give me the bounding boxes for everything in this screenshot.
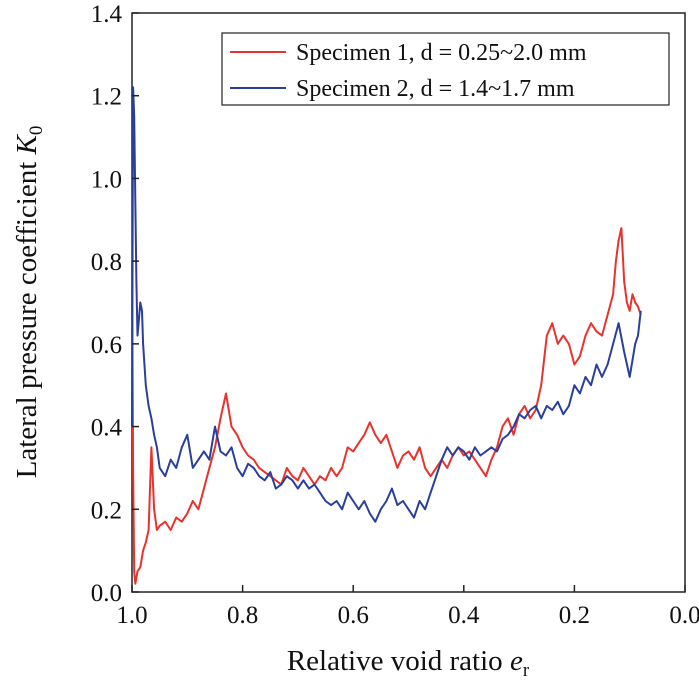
legend: Specimen 1, d = 0.25~2.0 mm Specimen 2, …	[221, 32, 670, 106]
y-tick-label: 0.8	[91, 249, 122, 276]
y-tick-label: 1.2	[91, 84, 122, 111]
x-tick-label: 0.8	[227, 602, 258, 629]
legend-label-specimen-1: Specimen 1, d = 0.25~2.0 mm	[296, 40, 587, 66]
series-line-specimen-1	[131, 227, 642, 585]
legend-box	[221, 32, 670, 106]
y-tick-label: 0.4	[91, 415, 123, 442]
legend-label-specimen-2: Specimen 2, d = 1.4~1.7 mm	[296, 76, 575, 102]
series-line-specimen-2	[131, 86, 642, 523]
x-tick-label: 0.4	[448, 602, 480, 629]
y-axis: 0.0 0.2 0.4 0.6 0.8 1.0 1.2 1.4	[91, 1, 139, 607]
y-axis-title: Lateral pressure coefficient K0	[11, 126, 47, 479]
x-axis: 1.0 0.8 0.6 0.4 0.2 0.0	[116, 585, 699, 629]
series-layer	[131, 86, 642, 585]
y-tick-label: 0.2	[91, 497, 122, 524]
y-axis-title-subscript: 0	[26, 126, 47, 136]
y-axis-title-text: Lateral pressure coefficient	[11, 162, 43, 479]
x-axis-title-subscript: r	[523, 660, 530, 681]
y-tick-label: 1.4	[91, 1, 123, 28]
x-tick-label: 0.6	[338, 602, 369, 629]
x-axis-title: Relative void ratio er	[287, 645, 530, 681]
x-axis-title-text: Relative void ratio	[287, 645, 503, 677]
x-tick-label: 0.2	[559, 602, 590, 629]
x-axis-title-symbol: e	[510, 645, 523, 677]
y-tick-label: 0.0	[91, 580, 122, 607]
y-tick-label: 0.6	[91, 332, 122, 359]
y-tick-label: 1.0	[91, 166, 122, 193]
plot-area	[131, 12, 686, 593]
x-tick-label: 0.0	[669, 602, 699, 629]
y-axis-title-symbol: K	[11, 133, 43, 155]
x-tick-label: 1.0	[116, 602, 147, 629]
